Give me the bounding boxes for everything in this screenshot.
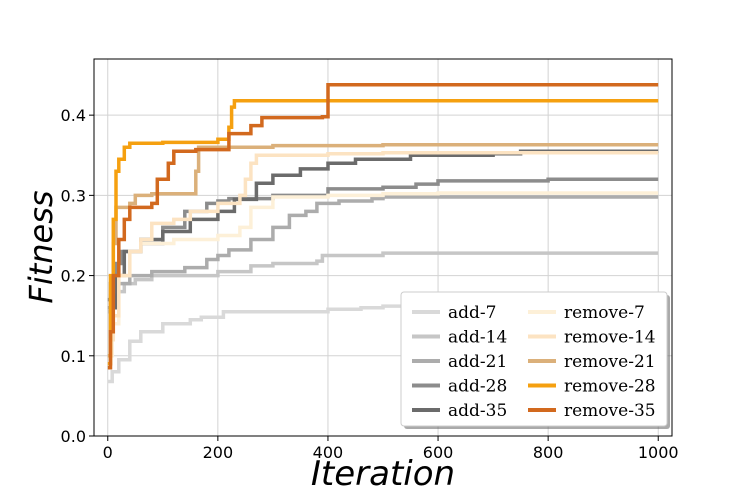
legend-label-add-35: add-35 xyxy=(448,401,507,421)
y-tick-label: 0.3 xyxy=(61,186,86,205)
series-line-add-21 xyxy=(107,195,659,310)
x-tick-label: 200 xyxy=(203,443,234,462)
legend-label-remove-28: remove-28 xyxy=(564,377,656,397)
y-tick-label: 0.2 xyxy=(61,267,86,286)
x-tick-label: 800 xyxy=(533,443,564,462)
legend-label-remove-14: remove-14 xyxy=(564,328,656,348)
legend-label-add-28: add-28 xyxy=(448,377,507,397)
legend-label-remove-21: remove-21 xyxy=(564,352,656,372)
x-tick-label: 0 xyxy=(103,443,113,462)
series-line-add-7 xyxy=(107,303,659,384)
legend-label-remove-7: remove-7 xyxy=(564,303,645,323)
series-line-remove-35 xyxy=(107,82,659,370)
y-tick-label: 0.4 xyxy=(61,106,86,125)
series-line-remove-14 xyxy=(107,151,659,366)
axis-ticks: 0 200 400 600 800 1000 0.0 0.1 0.2 0.3 0.4 xyxy=(61,106,679,462)
x-axis-title: Iteration xyxy=(311,454,455,494)
plot-frame xyxy=(93,58,673,437)
series-line-add-35 xyxy=(107,149,659,358)
x-tick-label: 400 xyxy=(313,443,344,462)
x-tick-label: 600 xyxy=(423,443,454,462)
y-tick-label: 0.1 xyxy=(61,347,86,366)
legend-label-add-7: add-7 xyxy=(448,303,496,323)
series-lines xyxy=(107,82,659,384)
legend-label-add-21: add-21 xyxy=(448,352,507,372)
legend-label-remove-35: remove-35 xyxy=(564,401,656,421)
y-tick-label: 0.0 xyxy=(61,427,86,446)
y-axis-title: Fitness xyxy=(22,190,60,303)
x-tick-label: 1000 xyxy=(638,443,679,462)
legend: add-7 add-14 add-21 add-28 add-35 remove-7 rem… xyxy=(400,291,670,429)
series-line-remove-28 xyxy=(107,98,659,366)
legend-label-add-14: add-14 xyxy=(448,328,507,348)
